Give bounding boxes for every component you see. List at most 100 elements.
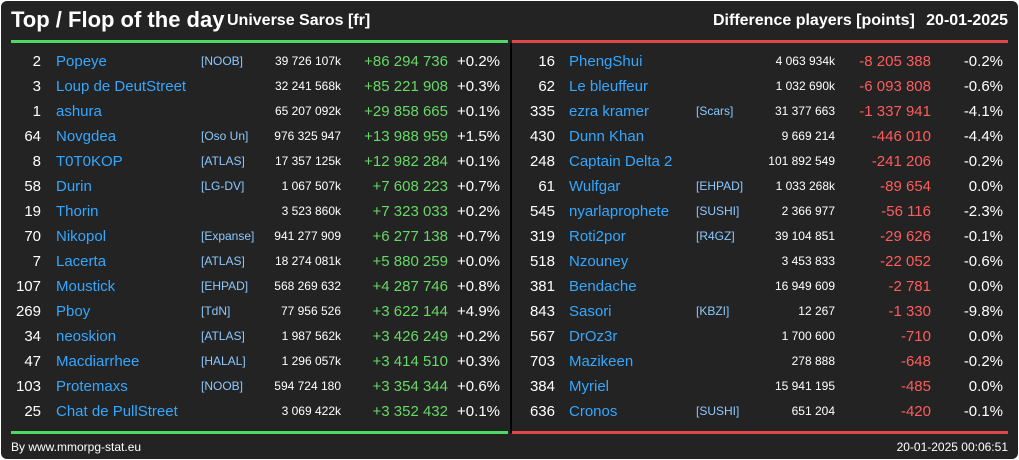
top-accent-line [11,40,508,43]
player-name-link[interactable]: Moustick [56,278,116,295]
points-text: 651 204 [791,404,835,418]
percent-text: +0.7% [457,228,500,245]
alliance-tag[interactable]: [TdN] [201,304,231,318]
alliance-tag[interactable]: [ATLAS] [201,254,245,268]
alliance-tag[interactable]: [NOOB] [201,54,244,68]
player-name-link[interactable]: Popeye [56,53,107,70]
player-name-link[interactable]: Protemaxs [56,378,128,395]
player-name-link[interactable]: Wulfgar [569,178,621,195]
percent-text: +0.1% [457,403,500,420]
alliance-tag[interactable]: [Expanse] [201,229,255,243]
player-name-link[interactable]: Nzouney [569,253,629,270]
flop-row: 545 nyarlaprophete [SUSHI] 2 366 977 -56 116… [512,199,1018,224]
top-accent-line-bottom [11,431,508,434]
points-text: 4 063 934k [775,54,835,68]
delta-text: -8 205 388 [859,53,931,70]
rank-text: 518 [529,253,555,270]
percent-text: +1.5% [457,128,500,145]
rank-text: 103 [15,378,41,395]
alliance-tag[interactable]: [R4GZ] [696,229,735,243]
percent-text: +0.8% [457,278,500,295]
delta-text: +86 294 736 [364,53,448,70]
flop-row: 518 Nzouney 3 453 833 -22 052 -0.6% [512,249,1018,274]
delta-text: +29 858 665 [364,103,448,120]
points-text: 39 726 107k [274,54,341,68]
player-name-link[interactable]: Captain Delta 2 [569,153,673,170]
player-name-link[interactable]: T0T0KOP [56,153,123,170]
player-name-link[interactable]: Roti2por [569,228,626,245]
points-text: 16 949 609 [774,279,835,293]
player-name-link[interactable]: ashura [56,103,102,120]
points-text: 1 033 268k [775,179,835,193]
player-name-link[interactable]: Mazikeen [569,353,634,370]
percent-text: +0.3% [457,78,500,95]
flop-row: 62 Le bleuffeur 1 032 690k -6 093 808 -0.6% [512,74,1018,99]
delta-text: -89 654 [880,178,931,195]
player-name-link[interactable]: Thorin [56,203,99,220]
percent-text: -0.1% [963,403,1003,420]
percent-text: -9.8% [963,303,1003,320]
player-name-link[interactable]: Myriel [569,378,609,395]
top-row: 8 T0T0KOP [ATLAS] 17 357 125k +12 982 284 +0.… [1,149,510,174]
universe-label: Universe Saros [fr] [227,12,371,29]
player-name-link[interactable]: Pboy [56,303,91,320]
alliance-tag[interactable]: [EHPAD] [696,179,744,193]
delta-text: -1 337 941 [859,103,931,120]
points-text: 39 104 851 [774,229,835,243]
flop-row: 61 Wulfgar [EHPAD] 1 033 268k -89 654 0.0% [512,174,1018,199]
percent-text: +4.9% [457,303,500,320]
player-name-link[interactable]: Dunn Khan [569,128,645,145]
alliance-tag[interactable]: [Scars] [696,104,734,118]
top-row: 3 Loup de DeutStreet 32 241 568k +85 221 90… [1,74,510,99]
delta-text: -420 [900,403,931,420]
player-name-link[interactable]: Lacerta [56,253,107,270]
player-name-link[interactable]: PhengShui [569,53,643,70]
player-name-link[interactable]: Nikopol [56,228,107,245]
player-name-link[interactable]: Novgdea [56,128,117,145]
player-name-link[interactable]: Sasori [569,303,612,320]
delta-text: +4 287 746 [372,278,449,295]
alliance-tag[interactable]: [LG-DV] [201,179,245,193]
alliance-tag[interactable]: [ATLAS] [201,329,245,343]
player-name-link[interactable]: Bendache [569,278,637,295]
alliance-tag[interactable]: [SUSHI] [696,204,740,218]
percent-text: -0.1% [963,228,1003,245]
points-text: 594 724 180 [274,379,341,393]
player-name-link[interactable]: nyarlaprophete [569,203,670,220]
percent-text: 0.0% [968,328,1003,345]
delta-text: -710 [900,328,931,345]
player-name-link[interactable]: Durin [56,178,92,195]
alliance-tag[interactable]: [SUSHI] [696,404,740,418]
alliance-tag[interactable]: [KBZI] [696,304,730,318]
percent-text: -2.3% [963,203,1003,220]
delta-text: +3 354 344 [372,378,449,395]
alliance-tag[interactable]: [Oso Un] [201,129,249,143]
percent-text: +0.2% [457,53,500,70]
player-name-link[interactable]: DrOz3r [569,328,618,345]
percent-text: -0.2% [963,353,1003,370]
player-name-link[interactable]: Chat de PullStreet [56,403,178,420]
top-row: 70 Nikopol [Expanse] 941 277 909 +6 277 138 +… [1,224,510,249]
player-name-link[interactable]: neoskion [56,328,117,345]
delta-text: -6 093 808 [859,78,931,95]
top-row: 19 Thorin 3 523 860k +7 323 033 +0.2% [1,199,510,224]
player-name-link[interactable]: Loup de DeutStreet [56,78,187,95]
player-name-link[interactable]: Le bleuffeur [569,78,648,95]
rank-text: 2 [32,53,41,70]
player-name-link[interactable]: Macdiarrhee [56,353,140,370]
alliance-tag[interactable]: [NOOB] [201,379,244,393]
points-text: 1 067 507k [281,179,341,193]
rank-text: 248 [529,153,555,170]
alliance-tag[interactable]: [ATLAS] [201,154,245,168]
player-name-link[interactable]: ezra kramer [569,103,650,120]
delta-text: -446 010 [871,128,931,145]
flop-row: 384 Myriel 15 941 195 -485 0.0% [512,374,1018,399]
flop-row: 843 Sasori [KBZI] 12 267 -1 330 -9.8% [512,299,1018,324]
top-row: 269 Pboy [TdN] 77 956 526 +3 622 144 +4.9% [1,299,510,324]
alliance-tag[interactable]: [EHPAD] [201,279,249,293]
rank-text: 107 [15,278,41,295]
alliance-tag[interactable]: [HALAL] [201,354,246,368]
player-name-link[interactable]: Cronos [569,403,618,420]
rank-text: 19 [24,203,41,220]
points-text: 941 277 909 [274,229,341,243]
